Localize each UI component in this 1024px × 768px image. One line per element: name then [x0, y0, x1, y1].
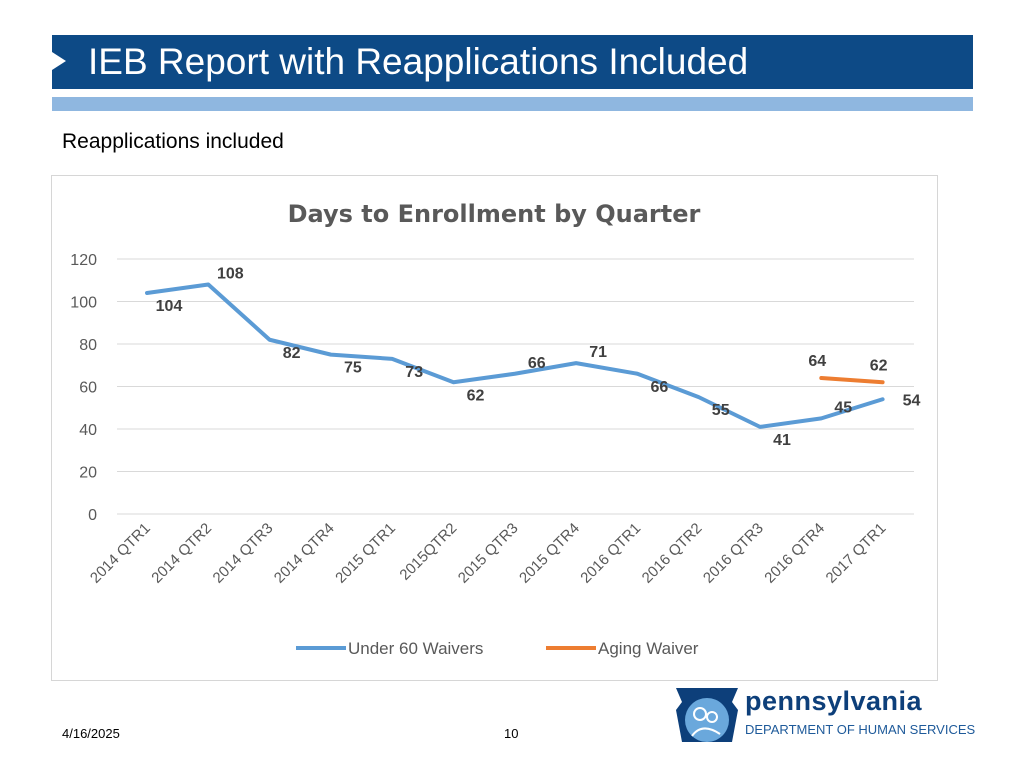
logo-subtitle: DEPARTMENT OF HUMAN SERVICES — [745, 722, 976, 737]
page-number: 10 — [504, 726, 519, 741]
data-label: 62 — [870, 357, 888, 374]
x-tick-label: 2016 QTR3 — [700, 520, 767, 587]
slide-subtitle: Reapplications included — [62, 130, 284, 153]
slide-title: IEB Report with Reapplications Included — [88, 41, 749, 82]
line-chart: Days to Enrollment by Quarter 0 20 40 60 80 10… — [70, 200, 921, 658]
chart-title: Days to Enrollment by Quarter — [288, 200, 701, 228]
series-line-1 — [819, 376, 885, 385]
title-bar — [52, 35, 973, 89]
x-tick-label: 2015 QTR4 — [516, 520, 583, 587]
y-tick-label: 100 — [70, 295, 97, 312]
data-label: 54 — [903, 392, 921, 409]
data-label: 66 — [528, 355, 546, 372]
data-label: 45 — [834, 399, 852, 416]
chart-frame — [51, 175, 938, 681]
x-tick-label: 2016 QTR4 — [761, 520, 828, 587]
header-stripe — [52, 97, 973, 111]
data-label: 64 — [808, 353, 826, 370]
pa-keystone-logo-icon — [676, 688, 738, 742]
x-tick-label: 2014 QTR1 — [87, 520, 154, 587]
y-tick-label: 40 — [79, 422, 97, 439]
x-tick-label: 2016 QTR1 — [577, 520, 644, 587]
data-label: 66 — [651, 379, 669, 396]
footer-date: 4/16/2025 — [62, 726, 120, 741]
y-tick-label: 0 — [88, 507, 97, 524]
data-label: 82 — [283, 345, 301, 362]
arrow-icon — [52, 52, 66, 70]
data-label: 62 — [467, 387, 485, 404]
x-tick-label: 2015 QTR3 — [455, 520, 522, 587]
y-tick-label: 80 — [79, 337, 97, 354]
data-label: 55 — [712, 402, 730, 419]
x-tick-label: 2016 QTR2 — [639, 520, 706, 587]
x-tick-label: 2017 QTR1 — [823, 520, 890, 587]
data-label: 104 — [156, 298, 183, 315]
data-label: 41 — [773, 432, 791, 449]
y-tick-label: 60 — [79, 380, 97, 397]
data-label: 108 — [217, 266, 244, 283]
x-tick-label: 2014 QTR3 — [210, 520, 277, 587]
y-tick-label: 20 — [79, 465, 97, 482]
x-tick-label: 2015 QTR1 — [332, 520, 399, 587]
data-label: 75 — [344, 360, 362, 377]
series-line-0 — [145, 282, 885, 429]
legend-label: Aging Waiver — [598, 639, 699, 658]
data-label: 73 — [405, 364, 423, 381]
legend-label: Under 60 Waivers — [348, 639, 483, 658]
x-tick-label: 2015QTR2 — [396, 520, 460, 584]
y-tick-label: 120 — [70, 252, 97, 269]
x-tick-label: 2014 QTR4 — [271, 520, 338, 587]
data-label: 71 — [589, 344, 607, 361]
logo-title: pennsylvania — [745, 686, 923, 716]
x-tick-label: 2014 QTR2 — [148, 520, 215, 587]
